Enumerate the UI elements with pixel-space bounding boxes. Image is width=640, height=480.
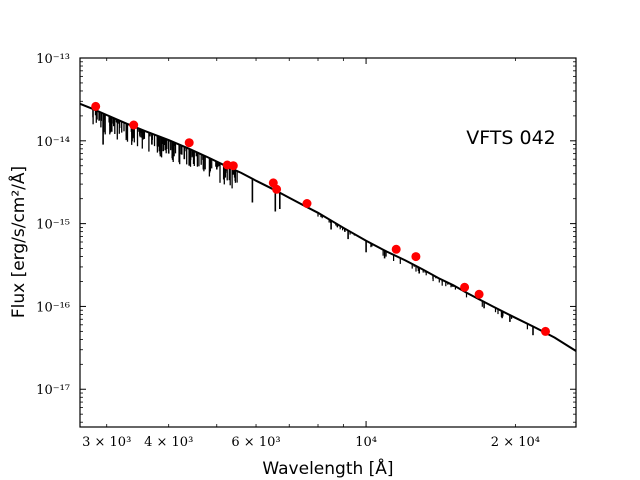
axes-frame	[79, 57, 577, 428]
x-tick-label: 10⁴	[355, 435, 377, 450]
y-tick-label: 10⁻¹⁴	[36, 135, 70, 150]
x-tick-label: 2 × 10⁴	[491, 435, 540, 450]
photometry-point	[302, 199, 312, 208]
photometry-point	[228, 161, 238, 171]
y-tick-label: 10⁻¹⁵	[36, 218, 70, 233]
photometry-point	[184, 138, 194, 148]
x-axis-label: Wavelength [Å]	[262, 457, 393, 479]
y-tick-label: 10⁻¹⁷	[36, 383, 70, 398]
photometry-point	[91, 101, 101, 111]
x-tick-label: 6 × 10³	[231, 435, 280, 450]
plot-area	[79, 101, 577, 352]
y-tick-label: 10⁻¹⁶	[36, 300, 70, 315]
photometry-point	[474, 289, 484, 299]
y-tick-label: 10⁻¹³	[36, 52, 70, 67]
x-tick-label: 3 × 10³	[82, 435, 131, 450]
axis-ticks: 3 × 10³ 4 × 10³ 6 × 10³ 10⁴ 2 × 10⁴ 10⁻¹³ 10⁻¹…	[36, 52, 576, 450]
photometry-point	[411, 252, 421, 262]
y-axis-label: Flux [erg/s/cm²/Å]	[7, 166, 29, 318]
photometry-point	[391, 244, 401, 254]
photometry-point	[129, 120, 139, 130]
star-name-annotation: VFTS 042	[466, 127, 556, 149]
photometry-point	[272, 184, 282, 194]
x-tick-label: 4 × 10³	[144, 435, 193, 450]
photometry-point	[460, 282, 470, 292]
photometry-point	[541, 326, 550, 336]
